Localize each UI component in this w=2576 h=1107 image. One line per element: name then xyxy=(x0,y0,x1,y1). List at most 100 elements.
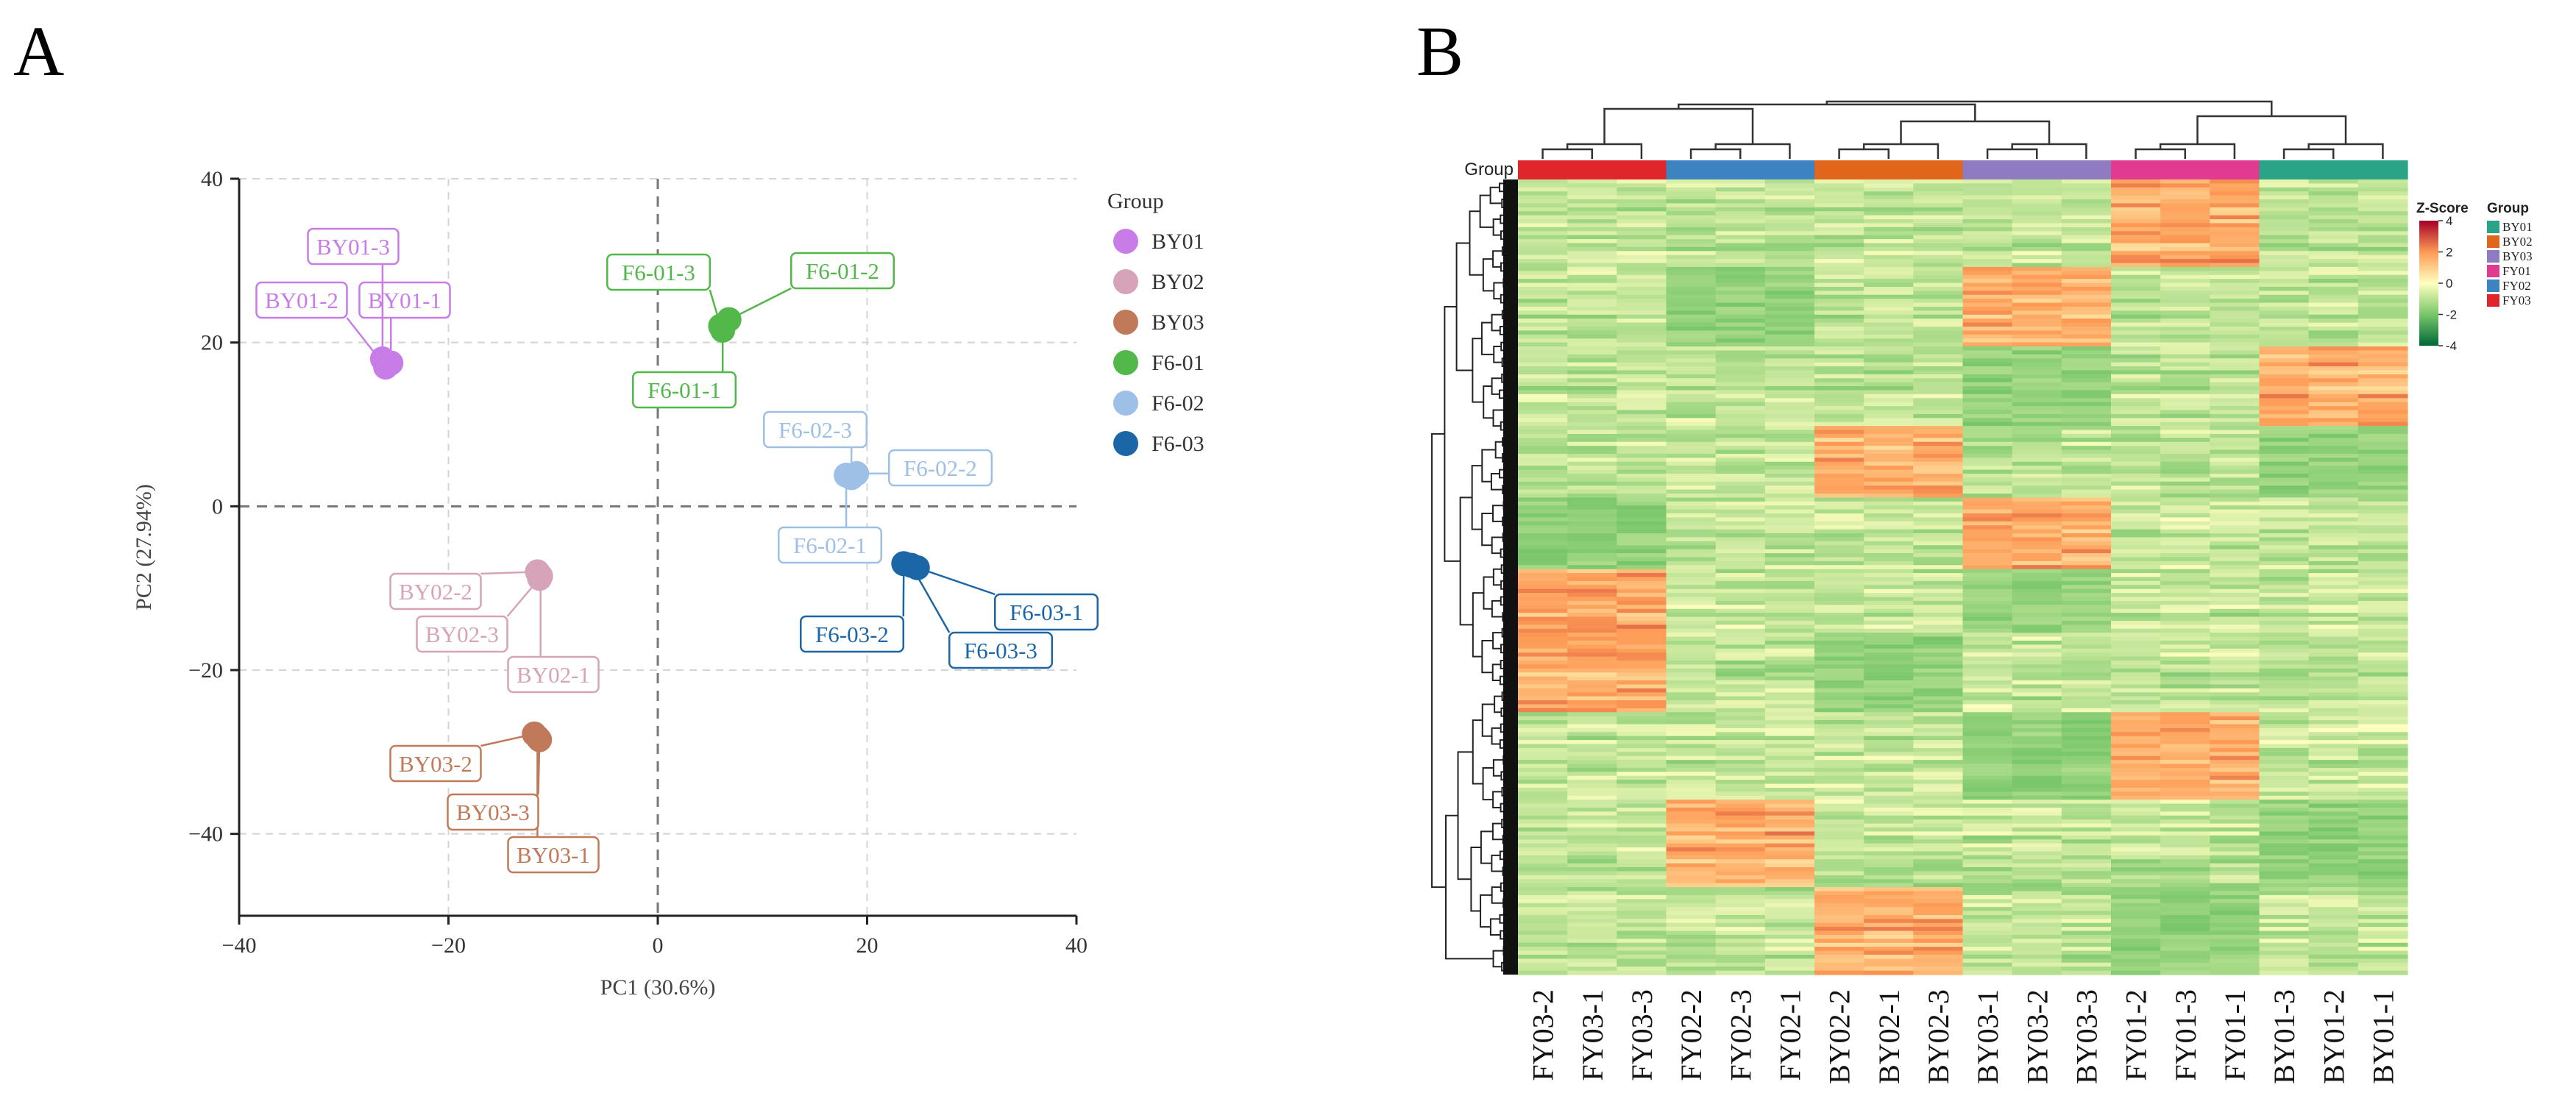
heatmap-cell xyxy=(1518,525,1568,530)
heatmap-cell xyxy=(2061,879,2112,884)
heatmap-cell xyxy=(2061,302,2112,307)
heatmap-cell xyxy=(2210,605,2260,610)
heatmap-cell xyxy=(2061,322,2112,327)
heatmap-cell xyxy=(1814,410,1864,415)
heatmap-cell xyxy=(2061,458,2112,463)
heatmap-cell xyxy=(2259,787,2310,792)
heatmap-cell xyxy=(1864,588,1914,594)
heatmap-cell xyxy=(1666,668,1717,673)
heatmap-cell xyxy=(2210,286,2260,291)
heatmap-cell xyxy=(2210,760,2260,765)
heatmap-cell xyxy=(2308,775,2359,780)
heatmap-cell xyxy=(2357,628,2408,633)
heatmap-cell xyxy=(1715,970,1766,975)
heatmap-cell xyxy=(2111,930,2161,936)
heatmap-cell xyxy=(2259,791,2310,797)
heatmap-cell xyxy=(1567,477,1617,483)
heatmap-cell xyxy=(2308,891,2359,896)
heatmap-cell xyxy=(2061,306,2112,311)
heatmap-cell xyxy=(2012,867,2062,872)
heatmap-cell xyxy=(2357,847,2408,853)
row-dendrogram-link xyxy=(1490,472,1503,491)
heatmap-cell xyxy=(2357,676,2408,681)
heatmap-cell xyxy=(1617,338,1667,344)
dendrogram-link xyxy=(2135,148,2186,159)
heatmap-cell xyxy=(2357,939,2408,944)
heatmap-cell xyxy=(1715,927,1766,932)
row-dendrogram-link xyxy=(1491,536,1503,555)
heatmap-cell xyxy=(1764,413,1815,419)
heatmap-cell xyxy=(2061,246,2112,252)
heatmap-cell xyxy=(2308,847,2359,853)
heatmap-cell xyxy=(2357,565,2408,570)
heatmap-cell xyxy=(1518,441,1568,446)
heatmap-cell xyxy=(1764,251,1815,256)
heatmap-cell xyxy=(1764,676,1815,681)
heatmap-cell xyxy=(2111,664,2161,669)
heatmap-cell xyxy=(1617,259,1667,264)
heatmap-cell xyxy=(1666,942,1717,947)
heatmap-cell xyxy=(2308,580,2359,585)
heatmap-cell xyxy=(1715,291,1766,296)
heatmap-cell xyxy=(1913,421,1964,427)
heatmap-cell xyxy=(2111,199,2161,204)
heatmap-cell xyxy=(2160,541,2210,546)
heatmap-cell xyxy=(2160,199,2210,204)
heatmap-cell xyxy=(1617,597,1667,602)
heatmap-cell xyxy=(2012,688,2062,693)
heatmap-cell xyxy=(1764,243,1815,248)
point-label-box xyxy=(389,744,482,783)
row-dendrogram-link xyxy=(1508,610,1515,616)
heatmap-cell xyxy=(1764,215,1815,220)
heatmap-cell xyxy=(1666,863,1717,868)
heatmap-cell xyxy=(2111,847,2161,853)
heatmap-cell xyxy=(1715,911,1766,916)
heatmap-cell xyxy=(1617,310,1667,316)
heatmap-cell xyxy=(1864,763,1914,769)
heatmap-cell xyxy=(2259,608,2310,613)
heatmap-cell xyxy=(1567,446,1617,451)
heatmap-cell xyxy=(2111,382,2161,387)
heatmap-cell xyxy=(2308,899,2359,904)
heatmap-cell xyxy=(2259,819,2310,825)
heatmap-cell xyxy=(1814,875,1864,880)
row-dendrogram-link xyxy=(1507,681,1515,688)
heatmap-cell xyxy=(1814,580,1864,585)
heatmap-cell xyxy=(2012,477,2062,483)
heatmap-cell xyxy=(1764,839,1815,844)
heatmap-cell xyxy=(1764,740,1815,745)
heatmap-cell xyxy=(1764,970,1815,975)
heatmap-cell xyxy=(2210,433,2260,438)
heatmap-cell xyxy=(2308,413,2359,419)
heatmap-cell xyxy=(2210,819,2260,825)
heatmap-cell xyxy=(2160,426,2210,431)
heatmap-cell xyxy=(1864,911,1914,916)
heatmap-cell xyxy=(2259,263,2310,268)
heatmap-cell xyxy=(1666,254,1717,260)
heatmap-cell xyxy=(1814,894,1864,900)
heatmap-cell xyxy=(1962,588,2013,594)
heatmap-cell xyxy=(2357,246,2408,252)
heatmap-cell xyxy=(1567,668,1617,673)
heatmap-cell xyxy=(2012,370,2062,375)
heatmap-cell xyxy=(1764,489,1815,494)
heatmap-cell xyxy=(2012,605,2062,610)
heatmap-cell xyxy=(2160,919,2210,924)
row-dendrogram-link xyxy=(1472,338,1484,403)
heatmap-cell xyxy=(1617,243,1667,248)
heatmap-cell xyxy=(2308,394,2359,399)
heatmap-cell xyxy=(1518,919,1568,924)
heatmap-cell xyxy=(1764,306,1815,311)
heatmap-cell xyxy=(2210,930,2260,936)
heatmap-cell xyxy=(1962,661,2013,666)
heatmap-cell xyxy=(2061,636,2112,641)
heatmap-cell xyxy=(2308,477,2359,483)
heatmap-cell xyxy=(2160,760,2210,765)
heatmap-cell xyxy=(1814,899,1864,904)
heatmap-cell xyxy=(2357,608,2408,613)
row-dendrogram-link xyxy=(1509,713,1515,719)
heatmap-cell xyxy=(2210,334,2260,339)
heatmap-cell xyxy=(1617,231,1667,236)
heatmap-cell xyxy=(2111,537,2161,542)
heatmap-cell xyxy=(2308,942,2359,947)
